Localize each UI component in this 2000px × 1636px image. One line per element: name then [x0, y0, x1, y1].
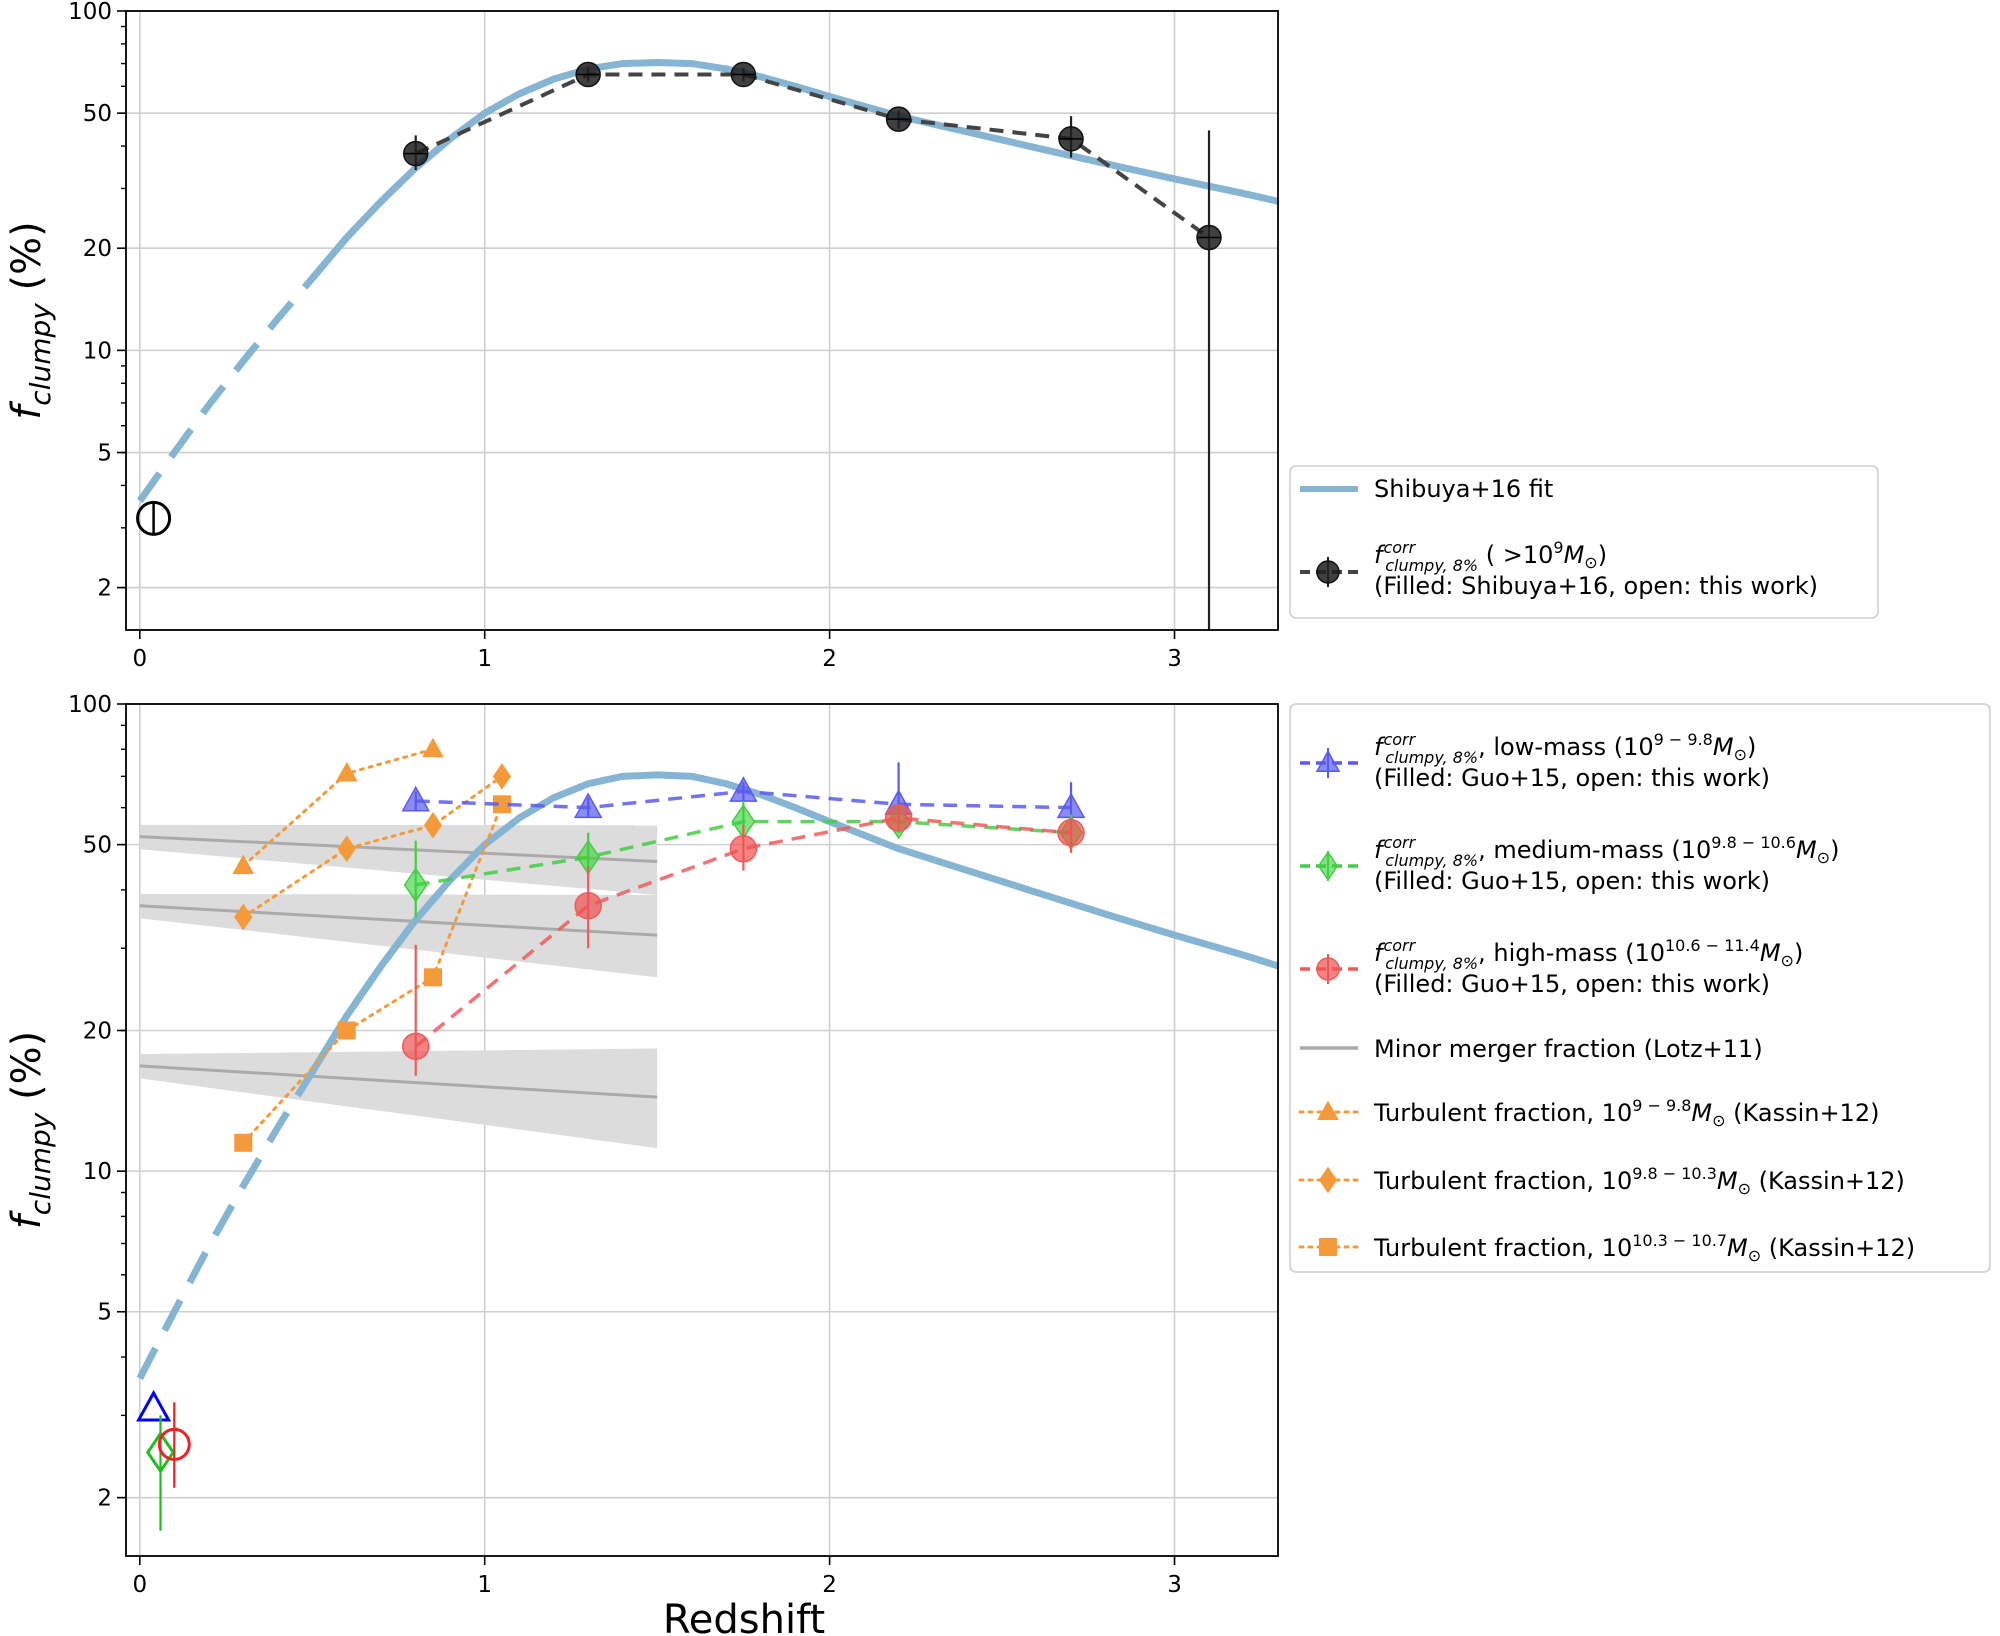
legend-label: Shibuya+16 fit — [1374, 475, 1553, 503]
kassin-point — [423, 968, 442, 987]
open-data-point — [136, 1389, 172, 1422]
fit-curve — [309, 771, 1278, 1074]
x-tick-label: 3 — [1167, 1572, 1182, 1598]
y-tick-label: 10 — [83, 338, 112, 364]
legend-label-line2: (Filled: Guo+15, open: this work) — [1374, 970, 1770, 998]
kassin-point — [337, 1021, 356, 1040]
y-tick-label: 10 — [83, 1159, 112, 1185]
y-tick-label: 50 — [83, 101, 112, 127]
legend-swatch — [1298, 1100, 1360, 1120]
legend-swatch — [1298, 1238, 1360, 1256]
guo-point — [401, 785, 430, 812]
legend-swatch-marker — [1316, 560, 1340, 584]
open-data-point — [145, 1430, 176, 1474]
legend-swatch — [1298, 1166, 1360, 1194]
legend-box — [1289, 465, 1879, 619]
y-tick-label: 5 — [97, 1300, 112, 1326]
legend-swatch-marker — [1319, 1238, 1337, 1256]
y-tick-label: 5 — [97, 441, 112, 467]
y-tick-label: 100 — [68, 692, 112, 718]
axes-frame — [125, 703, 1279, 1557]
y-axis-label: fclumpy (%) — [4, 221, 57, 420]
merger-line — [139, 835, 658, 864]
guo-line — [414, 816, 1072, 1048]
kassin-point — [234, 903, 253, 931]
plot-area — [136, 59, 1278, 630]
merger-line — [139, 1064, 658, 1099]
open-data-point — [157, 1427, 191, 1461]
y-tick-label: 50 — [83, 833, 112, 859]
y-tick-label: 20 — [83, 236, 112, 262]
legend-swatch-marker — [1315, 749, 1341, 772]
y-tick-label: 20 — [83, 1019, 112, 1045]
guo-point — [573, 792, 603, 819]
merger-line — [139, 904, 658, 937]
fit-curve — [309, 59, 1278, 281]
legend-swatch-marker — [1318, 1166, 1338, 1194]
guo-point — [884, 804, 913, 832]
kassin-line — [241, 802, 504, 1145]
legend-box — [1289, 703, 1991, 1273]
legend-swatch-marker — [1316, 957, 1340, 981]
guo-point — [1057, 819, 1085, 847]
axes-frame — [125, 10, 1279, 631]
guo-point — [401, 1032, 430, 1061]
grid — [126, 10, 1278, 630]
legend-swatch — [1300, 850, 1358, 882]
kassin-point — [423, 811, 443, 839]
x-tick-label: 2 — [822, 1572, 837, 1598]
fit-curve-dashed — [136, 136, 453, 503]
x-tick-label: 1 — [477, 646, 492, 672]
bottom-panel: 2 5 10 20 50 100 0 1 2 3 fclumpy (%) Redshift — [4, 692, 1279, 1636]
merger-band — [139, 1048, 658, 1149]
legend-label: Turbulent fraction, 1010.3 − 10.7M⊙ (Kas… — [1373, 1231, 1915, 1265]
x-tick-label: 0 — [132, 646, 147, 672]
legend-label: fcorr clumpy, 8%, high-mass (1010.6 − 11.… — [1374, 936, 1803, 973]
series-line — [414, 72, 1211, 240]
kassin-point — [337, 835, 356, 863]
legend-label: fcorr clumpy, 8%, medium-mass (109.8 − 10… — [1374, 833, 1839, 870]
legend-label-line2: (Filled: Guo+15, open: this work) — [1374, 764, 1770, 792]
legend-label: Turbulent fraction, 109.8 − 10.3M⊙ (Kass… — [1373, 1164, 1905, 1198]
fit-curve-dashed — [136, 877, 453, 1381]
y-tick-label: 2 — [97, 576, 112, 602]
kassin-point — [234, 1133, 253, 1152]
y-tick-label: 2 — [97, 1486, 112, 1512]
legend-swatch-marker — [1317, 850, 1339, 882]
kassin-point — [335, 761, 358, 782]
y-axis-label: fclumpy (%) — [4, 1031, 57, 1230]
kassin-line — [241, 774, 504, 919]
y-tick-label: 100 — [68, 0, 112, 25]
kassin-point — [422, 737, 444, 758]
legend-label-line2: (Filled: Shibuya+16, open: this work) — [1374, 572, 1818, 600]
x-axis-label: Redshift — [663, 1597, 825, 1636]
legend-label: Minor merger fraction (Lotz+11) — [1374, 1035, 1763, 1063]
x-tick-label: 1 — [477, 1572, 492, 1598]
plot-area — [136, 737, 1278, 1531]
legend-swatch-marker — [1317, 1100, 1339, 1120]
legend-label: Turbulent fraction, 109 − 9.8M⊙ (Kassin+… — [1373, 1096, 1879, 1130]
top-panel: 2 5 10 20 50 100 0 1 2 3 fclumpy (%) — [4, 0, 1279, 672]
guo-point — [574, 891, 602, 920]
x-tick-label: 0 — [132, 1572, 147, 1598]
guo-point — [403, 867, 428, 903]
legend-swatch — [1300, 954, 1358, 984]
guo-point — [729, 834, 758, 863]
guo-point — [1056, 792, 1086, 819]
x-tick-label: 3 — [1167, 646, 1182, 672]
kassin-point — [232, 854, 255, 874]
kassin-point — [492, 762, 512, 790]
legend-label-line2: (Filled: Guo+15, open: this work) — [1374, 867, 1770, 895]
legend-label: fcorr clumpy, 8%, low-mass (109 − 9.8M⊙) — [1374, 730, 1756, 767]
legend-swatch — [1300, 748, 1358, 778]
x-tick-label: 2 — [822, 646, 837, 672]
legend-bottom: fcorr clumpy, 8%, low-mass (109 − 9.8M⊙)(… — [1289, 703, 1991, 1273]
